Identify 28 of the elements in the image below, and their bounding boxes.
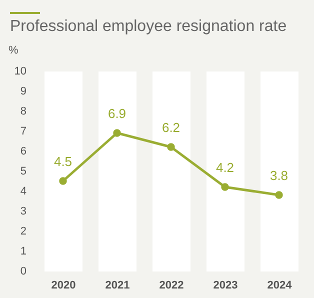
x-tick-label: 2021 [105,280,130,292]
point [167,143,175,151]
y-tick-label: 9 [20,86,26,98]
data-label: 6.9 [108,106,126,121]
y-tick-label: 1 [20,246,26,258]
point [59,177,67,185]
y-axis-title: % [8,44,18,56]
y-tick-label: 8 [20,106,26,118]
x-tick-label: 2020 [51,280,76,292]
y-tick-label: 5 [20,166,26,178]
point [221,183,229,191]
y-tick-label: 3 [20,206,26,218]
point [275,191,283,199]
y-tick-label: 6 [20,146,26,158]
x-tick-label: 2023 [213,280,238,292]
y-tick-label: 4 [20,186,26,198]
y-tick-label: 10 [14,66,26,78]
data-label: 4.5 [54,154,72,169]
chart-title: Professional employee resignation rate [10,18,287,36]
data-label: 4.2 [216,160,234,175]
data-label: 3.8 [270,168,288,183]
x-tick-label: 2022 [159,280,184,292]
y-tick-label: 0 [20,266,26,278]
y-tick-label: 2 [20,226,26,238]
point [113,129,121,137]
x-tick-label: 2024 [267,280,293,292]
data-label: 6.2 [162,120,180,135]
y-tick-label: 7 [20,126,26,138]
